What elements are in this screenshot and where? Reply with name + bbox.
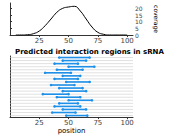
svg-text:100: 100 xyxy=(120,37,133,45)
svg-text:100: 100 xyxy=(120,119,133,127)
svg-text:5: 5 xyxy=(135,25,139,32)
svg-text:50: 50 xyxy=(64,37,73,45)
svg-text:25: 25 xyxy=(35,37,44,45)
svg-text:20: 20 xyxy=(135,5,143,12)
svg-text:Predicted interaction regions: Predicted interaction regions in sRNA xyxy=(15,48,164,56)
svg-text:10: 10 xyxy=(135,18,143,25)
svg-text:coverage: coverage xyxy=(152,5,160,33)
svg-text:15: 15 xyxy=(135,12,143,19)
svg-text:0: 0 xyxy=(135,32,139,39)
svg-text:position: position xyxy=(58,127,86,135)
svg-text:75: 75 xyxy=(93,37,102,45)
svg-text:75: 75 xyxy=(93,119,102,127)
svg-text:25: 25 xyxy=(35,119,44,127)
svg-text:50: 50 xyxy=(64,119,73,127)
